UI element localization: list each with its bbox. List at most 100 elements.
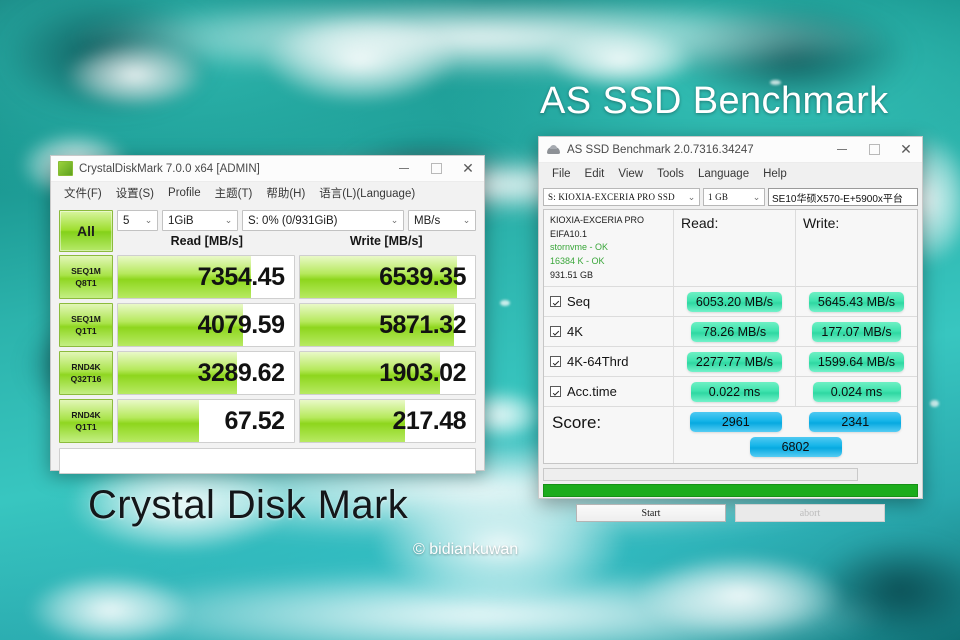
- test-size-select[interactable]: 1 GB ⌄: [703, 188, 765, 206]
- row-label-rnd4k-q1t1[interactable]: RND4K Q1T1: [59, 399, 113, 443]
- write-value-cell: 5871.32: [298, 303, 476, 347]
- read-score-cell: 2961: [680, 412, 792, 433]
- assd-results-grid: KIOXIA-EXCERIA PRO EIFA10.1 stornvme - O…: [543, 209, 918, 465]
- drive-info-panel: KIOXIA-EXCERIA PRO EIFA10.1 stornvme - O…: [544, 210, 674, 287]
- drive-model: KIOXIA-EXCERIA PRO: [550, 215, 645, 225]
- menu-item-file[interactable]: 文件(F): [64, 188, 102, 200]
- close-icon[interactable]: ✕: [462, 160, 474, 176]
- table-row: 4K 78.26 MB/s 177.07 MB/s: [544, 317, 917, 348]
- drive-firmware: EIFA10.1: [550, 228, 588, 239]
- test-size-select[interactable]: 1GiB ⌄: [162, 210, 238, 231]
- minimize-icon[interactable]: [826, 137, 858, 162]
- menu-item-settings[interactable]: 设置(S): [115, 188, 155, 200]
- test-toggle-seq[interactable]: Seq: [544, 287, 674, 317]
- menu-item-file[interactable]: File: [552, 168, 571, 180]
- assd-body: S: KIOXIA-EXCERIA PRO SSD ⌄ 1 GB ⌄ SE10华…: [539, 185, 922, 526]
- row-queue-name: Q1T1: [75, 326, 97, 336]
- menu-item-help[interactable]: 帮助(H): [266, 188, 306, 200]
- table-row: Acc.time 0.022 ms 0.024 ms: [544, 377, 917, 408]
- read-value-cell: 0.022 ms: [674, 377, 796, 407]
- run-all-button[interactable]: All: [59, 210, 113, 252]
- assd-status-row: [543, 468, 918, 482]
- write-value-cell: 6539.35: [298, 255, 476, 299]
- write-score-cell: 2341: [800, 412, 912, 433]
- score-line-read-write: 2961 2341: [680, 412, 912, 433]
- read-value-cell: 3289.62: [117, 351, 295, 395]
- checkbox-icon[interactable]: [550, 386, 561, 398]
- assd-button-row: Start abort: [543, 504, 918, 523]
- checkbox-icon[interactable]: [550, 296, 561, 308]
- progress-bar: [543, 484, 918, 498]
- menu-item-language[interactable]: Language: [697, 168, 750, 180]
- score-values: 2961 2341 6802: [674, 407, 917, 463]
- foam-blob: [0, 560, 220, 640]
- menu-item-language[interactable]: 语言(L)(Language): [319, 188, 416, 200]
- cdm-window-title: CrystalDiskMark 7.0.0 x64 [ADMIN]: [79, 162, 260, 175]
- menu-item-view[interactable]: View: [618, 168, 644, 180]
- table-row: 4K-64Thrd 2277.77 MB/s 1599.64 MB/s: [544, 347, 917, 378]
- menu-item-theme[interactable]: 主题(T): [214, 188, 253, 200]
- read-value-cell: 78.26 MB/s: [674, 317, 796, 347]
- write-value-cell: 177.07 MB/s: [796, 317, 917, 346]
- row-queue-name: Q8T1: [75, 278, 97, 288]
- score-row: Score: 2961 2341 6802: [544, 407, 917, 464]
- table-row: Seq 6053.20 MB/s 5645.43 MB/s: [544, 287, 917, 318]
- row-test-name: RND4K: [71, 361, 101, 372]
- write-value: 6539.35: [379, 262, 466, 291]
- cdm-column-headers: Read [MB/s] Write [MB/s]: [117, 234, 476, 248]
- cdm-status-bar: [59, 448, 476, 474]
- unit-select[interactable]: MB/s ⌄: [408, 210, 476, 231]
- write-value-cell: 217.48: [298, 399, 476, 443]
- unit-value: MB/s: [414, 214, 441, 227]
- menu-item-edit[interactable]: Edit: [584, 168, 605, 180]
- checkbox-icon[interactable]: [550, 326, 561, 338]
- driver-status: stornvme - OK: [550, 242, 609, 253]
- note-input[interactable]: SE10华硕X570-E+5900x平台: [768, 188, 918, 206]
- write-column-header: Write [MB/s]: [349, 234, 423, 248]
- assd-caption-label: AS SSD Benchmark: [540, 80, 889, 122]
- row-test-name: SEQ1M: [71, 313, 101, 324]
- read-value: 7354.45: [197, 262, 285, 291]
- menu-item-tools[interactable]: Tools: [657, 168, 684, 180]
- read-bar: [118, 400, 199, 442]
- minimize-icon[interactable]: [388, 156, 420, 181]
- start-button[interactable]: Start: [576, 504, 726, 523]
- test-size-value: 1GiB: [168, 214, 194, 227]
- drive-select[interactable]: S: 0% (0/931GiB) ⌄: [242, 210, 404, 231]
- assd-menu-bar: File Edit View Tools Language Help: [539, 163, 922, 185]
- read-value: 78.26 MB/s: [690, 321, 779, 342]
- assd-toolbar: S: KIOXIA-EXCERIA PRO SSD ⌄ 1 GB ⌄ SE10华…: [543, 188, 918, 206]
- read-bar: [118, 352, 238, 394]
- write-bar: [299, 400, 405, 442]
- write-bar: [299, 304, 454, 346]
- cdm-menu-bar: 文件(F) 设置(S) Profile 主题(T) 帮助(H) 语言(L)(La…: [51, 182, 484, 204]
- foam-blob: [520, 20, 720, 100]
- test-toggle-4k-64thrd[interactable]: 4K-64Thrd: [544, 347, 674, 377]
- drive-select[interactable]: S: KIOXIA-EXCERIA PRO SSD ⌄: [543, 188, 700, 206]
- row-queue-name: Q1T1: [75, 422, 97, 432]
- assd-title-bar: AS SSD Benchmark 2.0.7316.34247 ✕: [539, 137, 922, 163]
- table-row: SEQ1M Q1T1 4079.59 5871.32: [59, 303, 476, 347]
- test-toggle-acc-time[interactable]: Acc.time: [544, 377, 674, 407]
- maximize-icon[interactable]: [420, 156, 452, 181]
- write-value: 1599.64 MB/s: [808, 351, 905, 372]
- maximize-icon[interactable]: [858, 137, 890, 162]
- elapsed-time-label: [862, 468, 918, 481]
- read-value-cell: 6053.20 MB/s: [674, 287, 796, 317]
- menu-item-profile[interactable]: Profile: [168, 187, 201, 199]
- water-speck: [930, 400, 939, 407]
- score-line-total: 6802: [680, 437, 911, 458]
- read-bar: [118, 304, 243, 346]
- table-row: SEQ1M Q8T1 7354.45 6539.35: [59, 255, 476, 299]
- as-ssd-app-icon: [546, 142, 561, 157]
- checkbox-icon[interactable]: [550, 356, 561, 368]
- close-icon[interactable]: ✕: [900, 141, 912, 157]
- test-toggle-4k[interactable]: 4K: [544, 317, 674, 347]
- row-label-rnd4k-q32t16[interactable]: RND4K Q32T16: [59, 351, 113, 395]
- row-test-name: RND4K: [71, 409, 101, 420]
- test-count-select[interactable]: 5 ⌄: [117, 210, 158, 231]
- row-label-seq1m-q8t1[interactable]: SEQ1M Q8T1: [59, 255, 113, 299]
- row-queue-name: Q32T16: [70, 374, 102, 384]
- menu-item-help[interactable]: Help: [763, 168, 787, 180]
- row-label-seq1m-q1t1[interactable]: SEQ1M Q1T1: [59, 303, 113, 347]
